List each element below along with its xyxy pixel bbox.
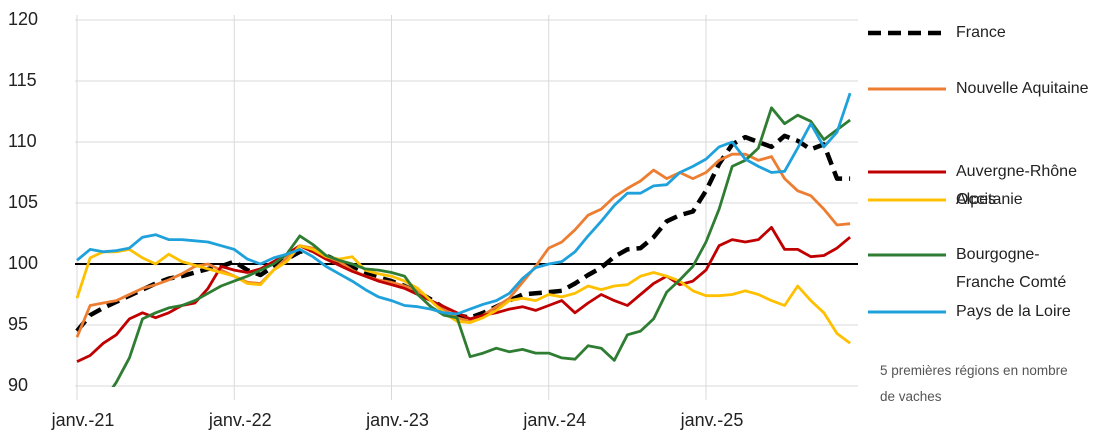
y-tick-label: 115 xyxy=(8,70,37,90)
x-tick-label: janv.-24 xyxy=(522,410,586,430)
series-group xyxy=(75,92,852,387)
y-tick-label: 120 xyxy=(8,9,38,29)
y-tick-label: 90 xyxy=(8,375,28,395)
y-tick-label: 110 xyxy=(8,131,37,151)
note: 5 premières régions en nombre de vaches xyxy=(880,363,1068,404)
legend-label: Auvergne-Rhône Alpes xyxy=(956,163,1077,208)
y-tick-label: 95 xyxy=(8,314,28,334)
y-tick-label: 100 xyxy=(8,253,38,273)
legend-label: France xyxy=(956,24,1006,41)
series-line xyxy=(75,244,851,345)
x-tick-label: janv.-23 xyxy=(365,410,429,430)
x-tick-label: janv.-21 xyxy=(51,410,115,430)
legend-label: Occitanie xyxy=(956,191,1023,208)
series-line xyxy=(76,226,851,363)
x-tick-label: janv.-22 xyxy=(208,410,272,430)
series-line xyxy=(75,152,851,338)
x-tick-label: janv.-25 xyxy=(680,410,744,430)
series-line xyxy=(76,92,852,316)
legend-label: Bourgogne-Franche Comté xyxy=(956,246,1067,291)
legend-label: Pays de la Loire xyxy=(956,303,1071,320)
legend-label: Nouvelle Aquitaine xyxy=(956,80,1089,97)
y-tick-label: 105 xyxy=(8,192,38,212)
series-line xyxy=(111,106,851,387)
